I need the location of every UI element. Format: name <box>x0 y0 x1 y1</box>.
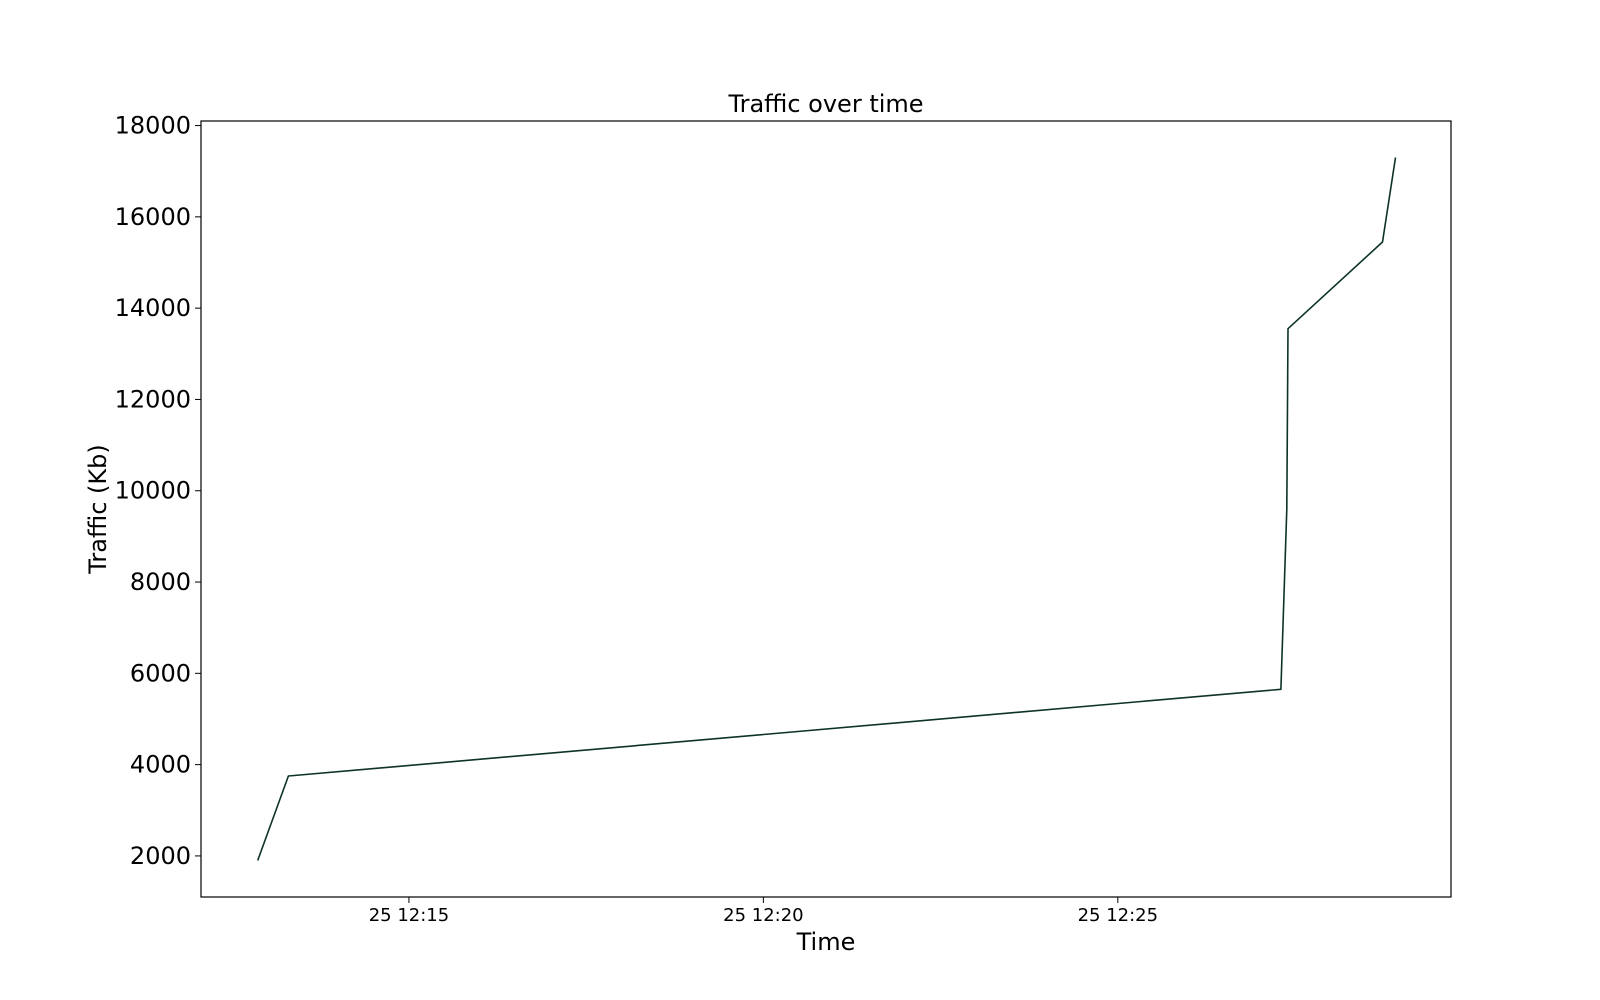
y-axis-ticks: 2000 4000 6000 8000 10000 12000 14000 16000 1800… <box>115 112 201 870</box>
chart-title: Traffic over time <box>727 90 923 118</box>
series-layer <box>256 157 1397 861</box>
y-tick-label: 6000 <box>130 659 191 687</box>
y-tick-label: 12000 <box>115 385 191 413</box>
y-tick-label: 18000 <box>115 112 191 140</box>
x-tick-label: 25 12:25 <box>1078 905 1159 926</box>
y-tick-label: 10000 <box>115 477 191 505</box>
x-axis-label: Time <box>796 928 856 956</box>
series-line <box>256 157 1397 861</box>
y-tick-label: 4000 <box>130 751 191 779</box>
y-tick-label: 8000 <box>130 568 191 596</box>
plot-frame <box>200 120 1452 898</box>
y-tick-label: 14000 <box>115 294 191 322</box>
y-tick-label: 2000 <box>130 842 191 870</box>
x-tick-label: 25 12:15 <box>369 905 450 926</box>
x-tick-label: 25 12:20 <box>723 905 804 926</box>
y-tick-label: 16000 <box>115 203 191 231</box>
y-axis-label: Traffic (Kb) <box>84 444 112 574</box>
x-axis-ticks: 25 12:15 25 12:20 25 12:25 <box>369 897 1158 926</box>
